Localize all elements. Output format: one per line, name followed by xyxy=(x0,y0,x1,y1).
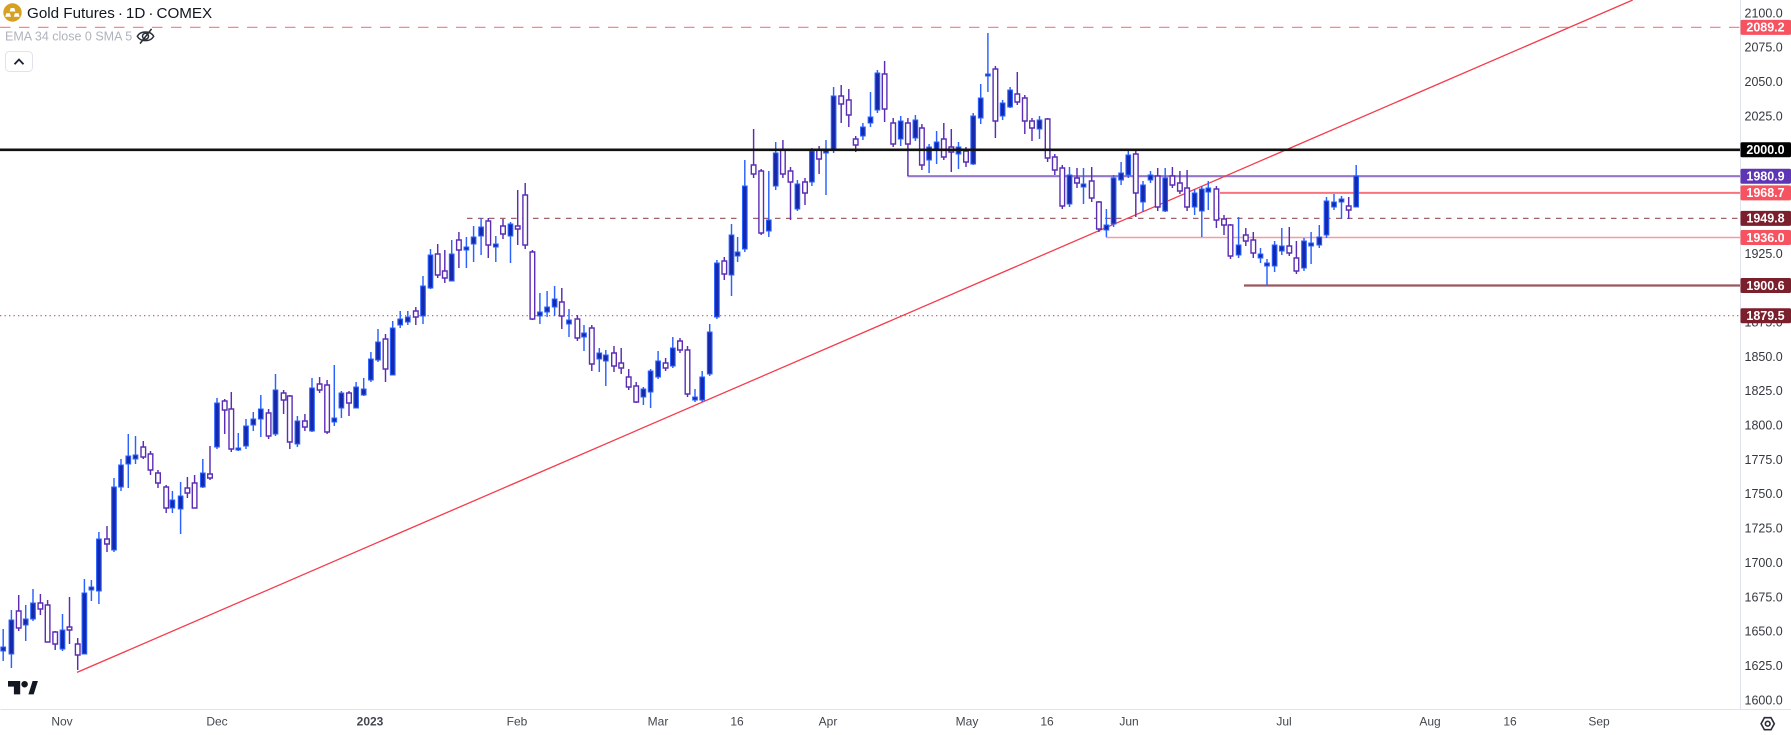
svg-text:1700.0: 1700.0 xyxy=(1745,556,1783,570)
svg-text:1850.0: 1850.0 xyxy=(1745,350,1783,364)
svg-text:Dec: Dec xyxy=(206,715,227,729)
svg-text:Gold Futures · 1D · COMEX: Gold Futures · 1D · COMEX xyxy=(27,5,212,22)
svg-text:Jul: Jul xyxy=(1276,715,1291,729)
svg-text:May: May xyxy=(956,715,979,729)
svg-text:1936.0: 1936.0 xyxy=(1746,231,1784,245)
svg-text:1800.0: 1800.0 xyxy=(1745,419,1783,433)
svg-text:1980.9: 1980.9 xyxy=(1746,170,1784,184)
svg-text:16: 16 xyxy=(730,715,744,729)
svg-text:2023: 2023 xyxy=(357,715,384,729)
svg-text:Mar: Mar xyxy=(648,715,669,729)
svg-text:1949.8: 1949.8 xyxy=(1746,212,1784,226)
svg-text:1775.0: 1775.0 xyxy=(1745,453,1783,467)
svg-text:1968.7: 1968.7 xyxy=(1746,186,1784,200)
svg-text:EMA 34 close 0 SMA 5: EMA 34 close 0 SMA 5 xyxy=(5,30,132,44)
svg-text:Feb: Feb xyxy=(507,715,528,729)
svg-text:2050.0: 2050.0 xyxy=(1745,75,1783,89)
svg-text:Sep: Sep xyxy=(1588,715,1610,729)
svg-text:1725.0: 1725.0 xyxy=(1745,522,1783,536)
svg-text:Jun: Jun xyxy=(1119,715,1138,729)
svg-text:Nov: Nov xyxy=(51,715,72,729)
svg-text:2100.0: 2100.0 xyxy=(1745,6,1783,20)
svg-text:2025.0: 2025.0 xyxy=(1745,109,1783,123)
svg-text:1625.0: 1625.0 xyxy=(1745,659,1783,673)
svg-text:Apr: Apr xyxy=(819,715,838,729)
svg-text:1650.0: 1650.0 xyxy=(1745,625,1783,639)
svg-text:1925.0: 1925.0 xyxy=(1745,247,1783,261)
svg-text:16: 16 xyxy=(1040,715,1054,729)
svg-text:1900.6: 1900.6 xyxy=(1746,279,1784,293)
svg-text:1825.0: 1825.0 xyxy=(1745,384,1783,398)
svg-text:2075.0: 2075.0 xyxy=(1745,41,1783,55)
svg-text:Aug: Aug xyxy=(1419,715,1440,729)
svg-text:2000.0: 2000.0 xyxy=(1746,143,1784,157)
svg-text:1675.0: 1675.0 xyxy=(1745,590,1783,604)
svg-text:2089.2: 2089.2 xyxy=(1746,21,1784,35)
svg-text:1750.0: 1750.0 xyxy=(1745,487,1783,501)
svg-text:1879.5: 1879.5 xyxy=(1746,309,1784,323)
svg-text:16: 16 xyxy=(1503,715,1517,729)
svg-text:1600.0: 1600.0 xyxy=(1745,693,1783,707)
